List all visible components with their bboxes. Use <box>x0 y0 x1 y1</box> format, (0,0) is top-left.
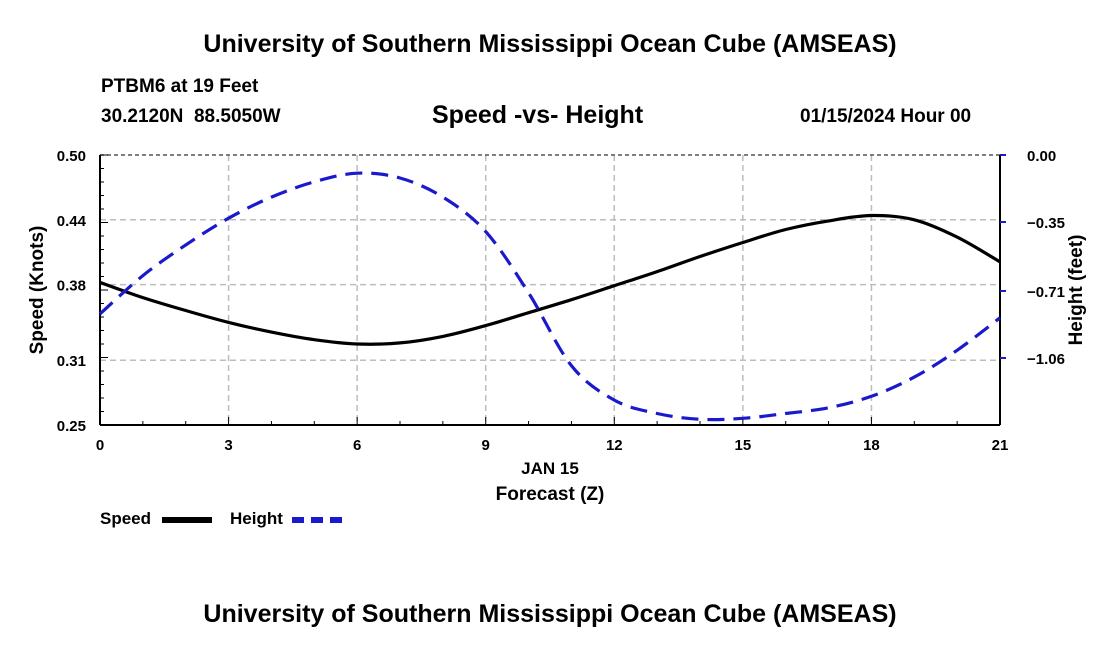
forecast-datetime: 01/15/2024 Hour 00 <box>800 106 972 127</box>
legend-height-label: Height <box>230 509 283 528</box>
x-tick-label: 21 <box>992 437 1009 454</box>
series-line-height <box>98 171 1001 422</box>
series-line-speed <box>99 213 1001 346</box>
y-axis-title-left: Speed (Knots) <box>27 226 48 355</box>
y-tick-label-left: 0.25 <box>57 418 86 435</box>
y-axis-title-right: Height (feet) <box>1066 235 1087 346</box>
x-tick-label: 6 <box>353 437 361 454</box>
station-name: PTBM6 at 19 Feet <box>101 76 259 97</box>
x-tick-label: 9 <box>482 437 490 454</box>
y-tick-label-left: 0.44 <box>57 213 87 230</box>
y-tick-label-right: 0.00 <box>1027 148 1056 165</box>
x-tick-label: 0 <box>96 437 104 454</box>
legend-speed-swatch <box>162 517 212 523</box>
chart-subtitle: Speed -vs- Height <box>432 101 644 129</box>
station-coordinates: 30.2120N 88.5050W <box>101 106 281 127</box>
main-title: University of Southern Mississippi Ocean… <box>203 30 897 58</box>
legend-height-swatch <box>292 517 342 523</box>
footer-title: University of Southern Mississippi Ocean… <box>203 600 897 628</box>
y-tick-label-left: 0.38 <box>57 278 86 295</box>
x-tick-label: 3 <box>224 437 232 454</box>
y-tick-label-left: 0.31 <box>57 353 86 370</box>
x-tick-label: 12 <box>606 437 623 454</box>
x-axis-title: Forecast (Z) <box>496 484 605 505</box>
legend-speed-label: Speed <box>100 509 152 528</box>
y-tick-label-right: −1.06 <box>1027 351 1065 368</box>
x-axis-date-label: JAN 15 <box>521 459 579 478</box>
x-tick-label: 18 <box>863 437 880 454</box>
y-tick-label-left: 0.50 <box>57 148 86 165</box>
y-tick-label-right: −0.35 <box>1027 215 1065 232</box>
y-tick-label-right: −0.71 <box>1027 284 1065 301</box>
x-tick-label: 15 <box>735 437 752 454</box>
